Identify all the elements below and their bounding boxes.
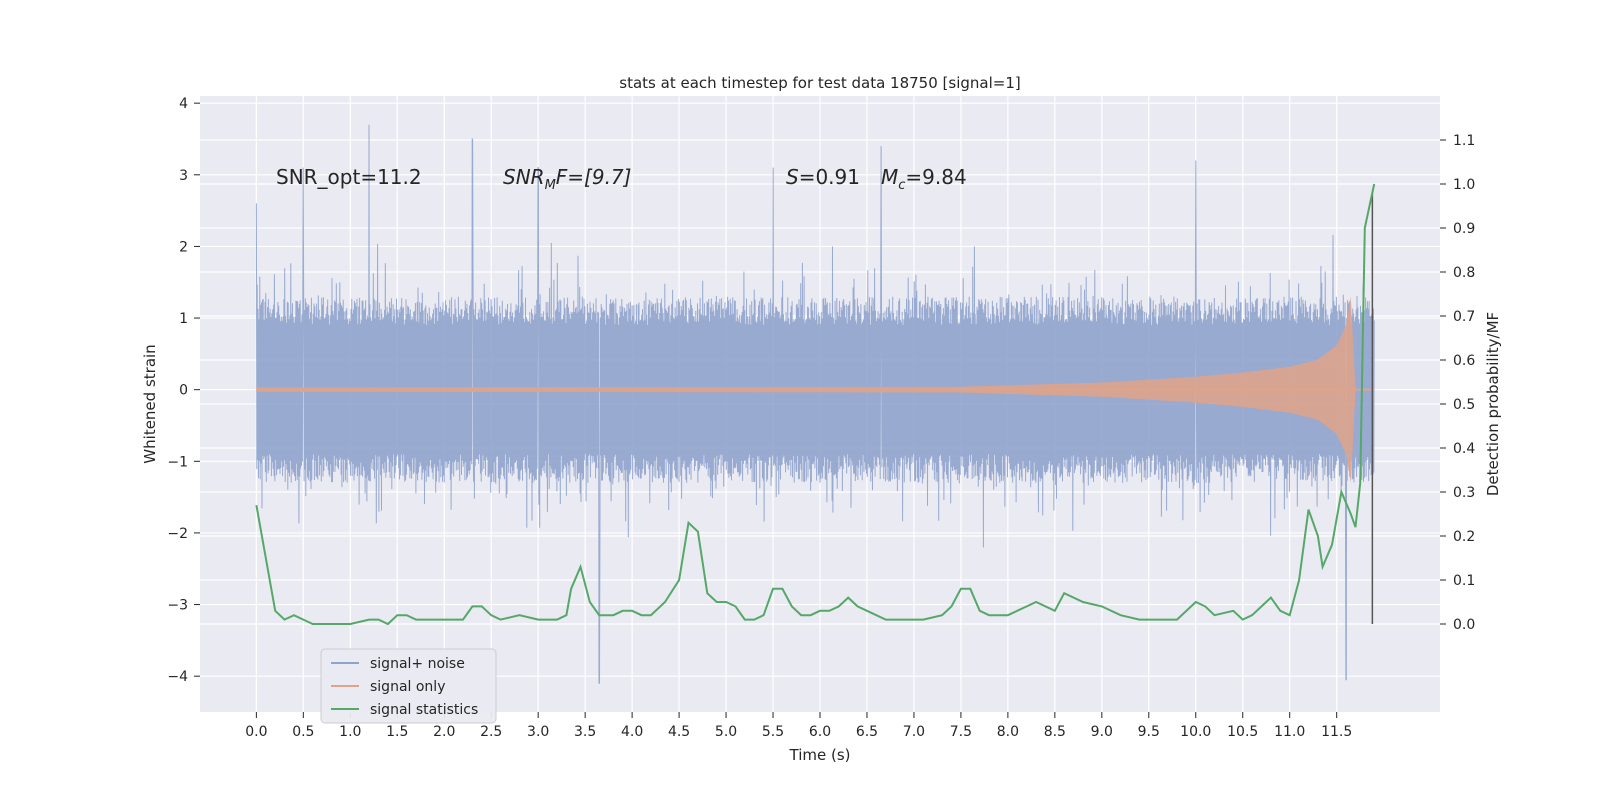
noise-series: [255, 124, 1375, 684]
mc-rest: =9.84: [905, 165, 966, 189]
x-tick-label: 8.5: [1044, 724, 1066, 740]
x-tick-label: 8.0: [997, 724, 1019, 740]
snr-mf-annotation: SNRMF=[9.7]: [503, 165, 631, 193]
x-tick-label: 2.5: [480, 724, 502, 740]
left-y-axis-label: Whitened strain: [141, 344, 159, 463]
legend-label-noise: signal+ noise: [370, 656, 465, 672]
left-y-tick-label: −3: [167, 598, 188, 614]
s-annotation: S=0.91: [786, 165, 860, 189]
x-tick-label: 4.0: [621, 724, 643, 740]
signal-statistics-line: [255, 183, 1376, 626]
left-y-tick-label: −1: [167, 454, 188, 470]
x-axis-ticks: 0.0 0.5 1.0 1.5 2.0 2.5 3.0 3.5 4.0 4.5 5.0 5.5 6.0 6…: [245, 712, 1352, 740]
right-y-tick-label: 0.5: [1453, 397, 1475, 413]
x-tick-label: 7.5: [950, 724, 972, 740]
s-main: S: [786, 165, 799, 189]
right-y-tick-label: 0.9: [1453, 221, 1475, 237]
x-tick-label: 1.0: [339, 724, 361, 740]
s-rest: =0.91: [799, 165, 860, 189]
right-y-tick-label: 0.6: [1453, 353, 1475, 369]
snr-mf-main: SNR: [503, 165, 545, 189]
x-tick-label: 3.5: [574, 724, 596, 740]
left-y-tick-label: 2: [179, 239, 188, 255]
left-y-tick-label: 1: [179, 311, 188, 327]
x-tick-label: 7.0: [903, 724, 925, 740]
x-tick-label: 0.5: [292, 724, 314, 740]
right-y-tick-label: 0.2: [1453, 529, 1475, 545]
snr-mf-sub: M: [545, 178, 556, 193]
left-y-tick-label: 4: [179, 96, 188, 112]
right-y-tick-label: 0.7: [1453, 309, 1475, 325]
signal-noise-line: [255, 124, 1375, 684]
signal-only-series: [256, 296, 1375, 483]
x-tick-label: 9.5: [1138, 724, 1160, 740]
x-tick-label: 11.0: [1274, 724, 1305, 740]
right-y-tick-label: 0.1: [1453, 573, 1475, 589]
right-y-axis-label: Detection probability/MF: [1484, 312, 1502, 496]
x-tick-label: 4.5: [668, 724, 690, 740]
x-axis-label: Time (s): [789, 746, 851, 764]
snr-mf-rest: F=[9.7]: [556, 165, 632, 189]
right-y-tick-label: 0.8: [1453, 265, 1475, 281]
right-y-axis-ticks: 0.0 0.1 0.2 0.3 0.4 0.5 0.6 0.7 0.8 0.9 1.0 1.1: [1440, 133, 1475, 633]
right-y-tick-label: 1.0: [1453, 177, 1475, 193]
x-tick-label: 9.0: [1091, 724, 1113, 740]
left-y-tick-label: 3: [179, 168, 188, 184]
x-tick-label: 5.5: [762, 724, 784, 740]
x-tick-label: 10.0: [1180, 724, 1211, 740]
left-y-tick-label: 0: [179, 383, 188, 399]
right-y-tick-label: 0.3: [1453, 485, 1475, 501]
legend-label-statistics: signal statistics: [370, 702, 478, 718]
snr-opt-annotation: SNR_opt=11.2: [276, 165, 422, 189]
left-y-tick-label: −4: [167, 669, 188, 685]
left-y-tick-label: −2: [167, 526, 188, 542]
left-y-axis-ticks: −4 −3 −2 −1 0 1 2 3 4: [167, 96, 200, 685]
x-tick-label: 0.0: [245, 724, 267, 740]
x-tick-label: 5.0: [715, 724, 737, 740]
right-y-tick-label: 0.0: [1453, 617, 1475, 633]
right-y-tick-label: 1.1: [1453, 133, 1475, 149]
legend: signal+ noise signal only signal statist…: [320, 648, 497, 724]
x-tick-label: 1.5: [386, 724, 408, 740]
x-tick-label: 6.0: [809, 724, 831, 740]
legend-box: [320, 648, 497, 724]
x-tick-label: 10.5: [1227, 724, 1258, 740]
mc-main: M: [881, 165, 898, 189]
statistics-series: [255, 183, 1376, 626]
x-tick-label: 3.0: [527, 724, 549, 740]
mc-sub: c: [898, 178, 905, 193]
right-y-tick-label: 0.4: [1453, 441, 1475, 457]
x-tick-label: 11.5: [1321, 724, 1352, 740]
x-tick-label: 2.0: [433, 724, 455, 740]
x-tick-label: 6.5: [856, 724, 878, 740]
legend-label-signal: signal only: [370, 679, 445, 695]
mc-annotation: Mc=9.84: [881, 165, 967, 193]
chart-title: stats at each timestep for test data 187…: [619, 74, 1020, 92]
